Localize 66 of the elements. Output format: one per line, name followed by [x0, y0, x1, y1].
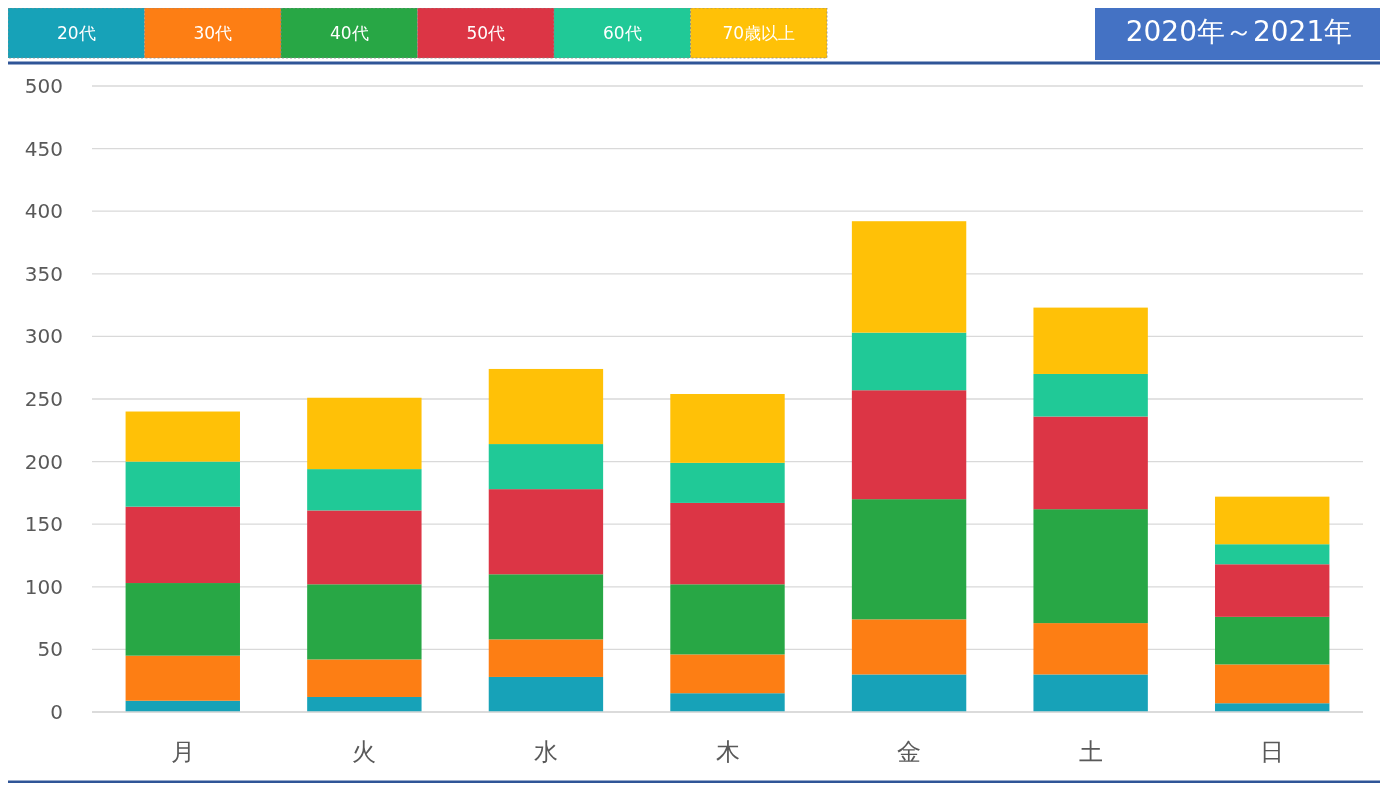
- bar: [670, 654, 785, 694]
- bar: [1033, 307, 1148, 374]
- text: 30代: [193, 23, 233, 43]
- bar: [307, 659, 422, 697]
- bar: [1215, 564, 1330, 617]
- y-tick-label: 200: [24, 449, 63, 474]
- bar: [670, 462, 785, 503]
- bar: [1033, 509, 1148, 624]
- text: 20代: [56, 23, 96, 43]
- bar: [488, 489, 604, 575]
- y-tick-label: 250: [24, 387, 63, 411]
- bar: [1215, 544, 1330, 565]
- bar: [488, 574, 604, 640]
- bar: [125, 583, 240, 656]
- bar: [488, 676, 604, 712]
- bar: [670, 693, 785, 712]
- bar: [851, 332, 967, 391]
- bar: [851, 619, 967, 675]
- bar: [1215, 703, 1330, 712]
- bar: [1215, 616, 1330, 665]
- bar: [1215, 496, 1330, 545]
- bar: [488, 639, 604, 677]
- bar: [125, 655, 240, 701]
- chart-title: 2020年～2021年: [1125, 15, 1353, 48]
- bar: [307, 696, 422, 712]
- x-tick-label: 火: [352, 738, 377, 766]
- bar: [1033, 373, 1148, 417]
- x-tick-label: 月: [170, 738, 195, 766]
- y-tick-label: 350: [24, 261, 63, 286]
- bar: [670, 502, 785, 585]
- bar: [670, 393, 785, 463]
- bar: [851, 499, 967, 620]
- text: 50代: [466, 23, 506, 43]
- bar: [851, 674, 967, 712]
- x-tick-label: 日: [1260, 738, 1285, 766]
- text: 70歳以上: [722, 23, 796, 43]
- y-tick-label: 150: [24, 512, 63, 537]
- y-tick-label: 300: [24, 324, 63, 349]
- x-tick-label: 木: [715, 738, 740, 766]
- y-tick-label: 500: [24, 74, 63, 98]
- bar: [307, 397, 422, 470]
- text: 60代: [602, 23, 642, 43]
- x-tick-label: 金: [897, 738, 922, 766]
- y-tick-label: 50: [37, 637, 63, 662]
- x-tick-label: 水: [533, 738, 558, 766]
- y-tick-label: 450: [24, 136, 63, 161]
- bar: [125, 461, 240, 507]
- bar: [125, 411, 240, 462]
- bar: [125, 506, 240, 584]
- bar: [307, 469, 422, 511]
- x-tick-label: 土: [1078, 738, 1103, 766]
- bar: [851, 390, 967, 500]
- bar: [307, 510, 422, 585]
- y-tick-label: 0: [50, 700, 63, 724]
- bar: [1033, 674, 1148, 712]
- text: 40代: [329, 23, 369, 43]
- bar: [851, 221, 967, 333]
- y-tick-label: 400: [24, 199, 63, 224]
- bar: [1215, 664, 1330, 704]
- y-tick-label: 100: [24, 574, 63, 599]
- bar: [1033, 623, 1148, 675]
- bar: [488, 368, 604, 445]
- bar: [307, 584, 422, 660]
- bar: [488, 444, 604, 490]
- bar: [1033, 416, 1148, 510]
- bar: [670, 584, 785, 655]
